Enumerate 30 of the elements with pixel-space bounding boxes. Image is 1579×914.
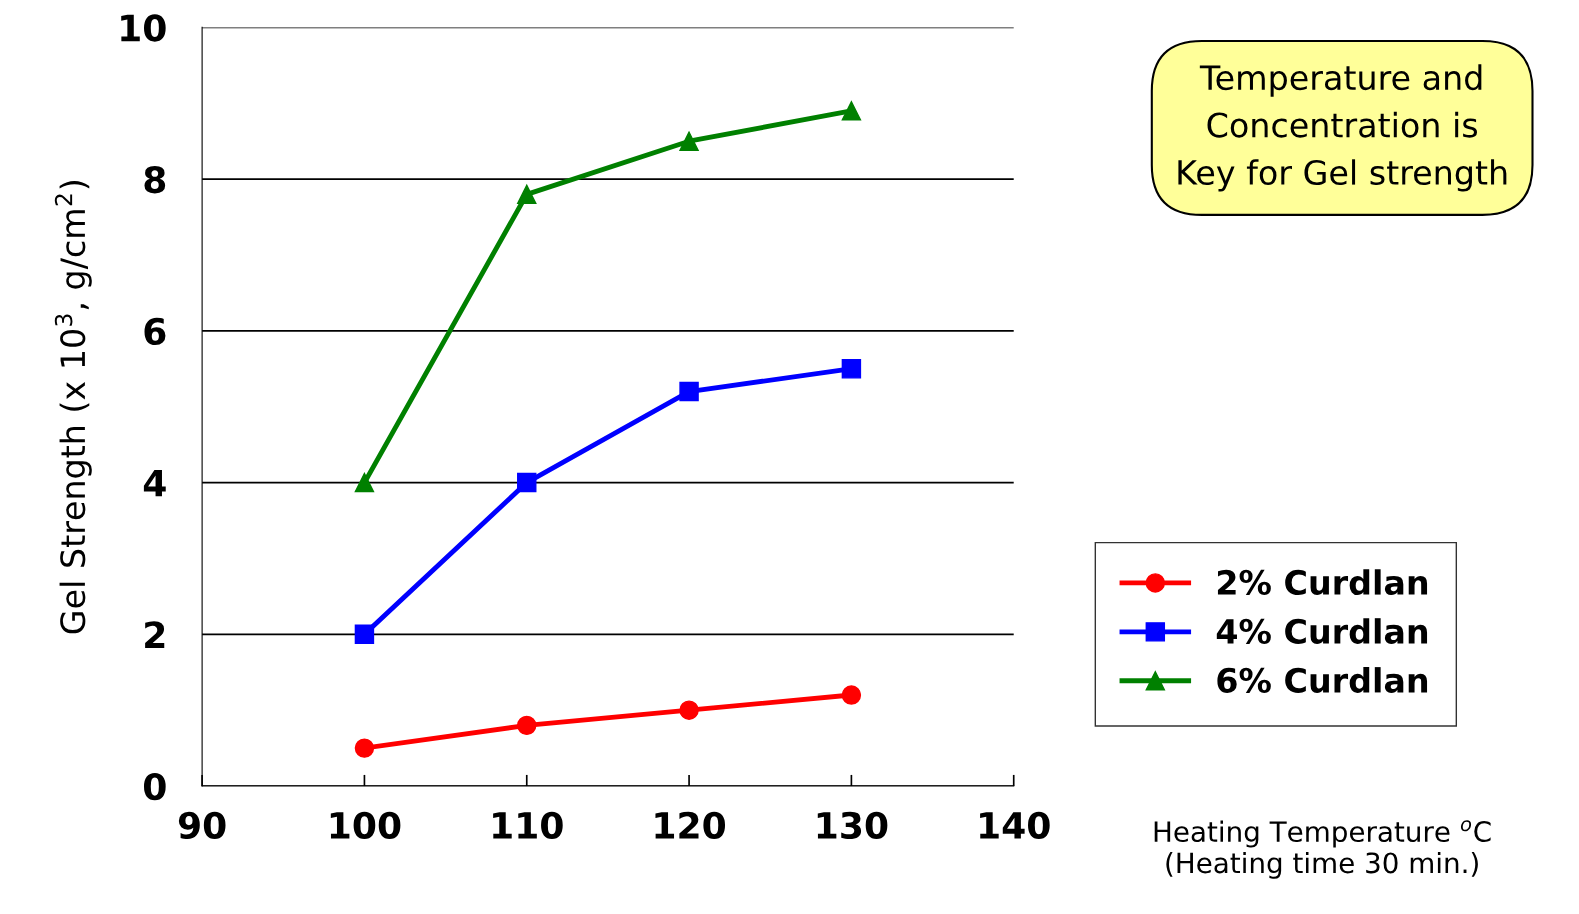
y-axis-title: Gel Strength (x 10$^{3}$, g/cm$^{2}$) (54, 181, 92, 634)
point (517, 472, 537, 493)
legend-label: 2% Curdlan (1217, 569, 1428, 596)
x-tick-label: 130 (817, 811, 888, 839)
legend-label: 4% Curdlan (1216, 618, 1428, 644)
x-tick-label: 100 (330, 811, 401, 839)
point (354, 738, 375, 758)
point (841, 685, 862, 705)
point (841, 101, 862, 121)
point (841, 359, 862, 379)
x-tick-label: 110 (493, 811, 563, 839)
x-tick-label: 140 (980, 811, 1050, 839)
text: Temperature and Concentration is Key for Gel strength (1178, 64, 1507, 192)
point (354, 472, 375, 493)
y-tick-label: 2 (145, 621, 165, 649)
y-tick-label: 10 (121, 14, 166, 42)
x-axis-title: Heating Temperature $^{o}$C (Heating time 30 min.) (1154, 820, 1491, 879)
y-tick-label: 6 (144, 317, 166, 346)
y-tick-label: 8 (144, 166, 166, 194)
x-tick-label: 120 (655, 811, 726, 839)
point (679, 131, 699, 151)
legend-label: 6% Curdlan (1217, 667, 1428, 693)
point (679, 700, 699, 720)
y-tick-label: 4 (143, 469, 166, 497)
point (679, 381, 699, 402)
y-tick-label: 0 (143, 772, 166, 801)
x-tick-label: 90 (178, 811, 226, 839)
point (517, 715, 537, 736)
point (354, 624, 375, 645)
point (517, 184, 537, 205)
